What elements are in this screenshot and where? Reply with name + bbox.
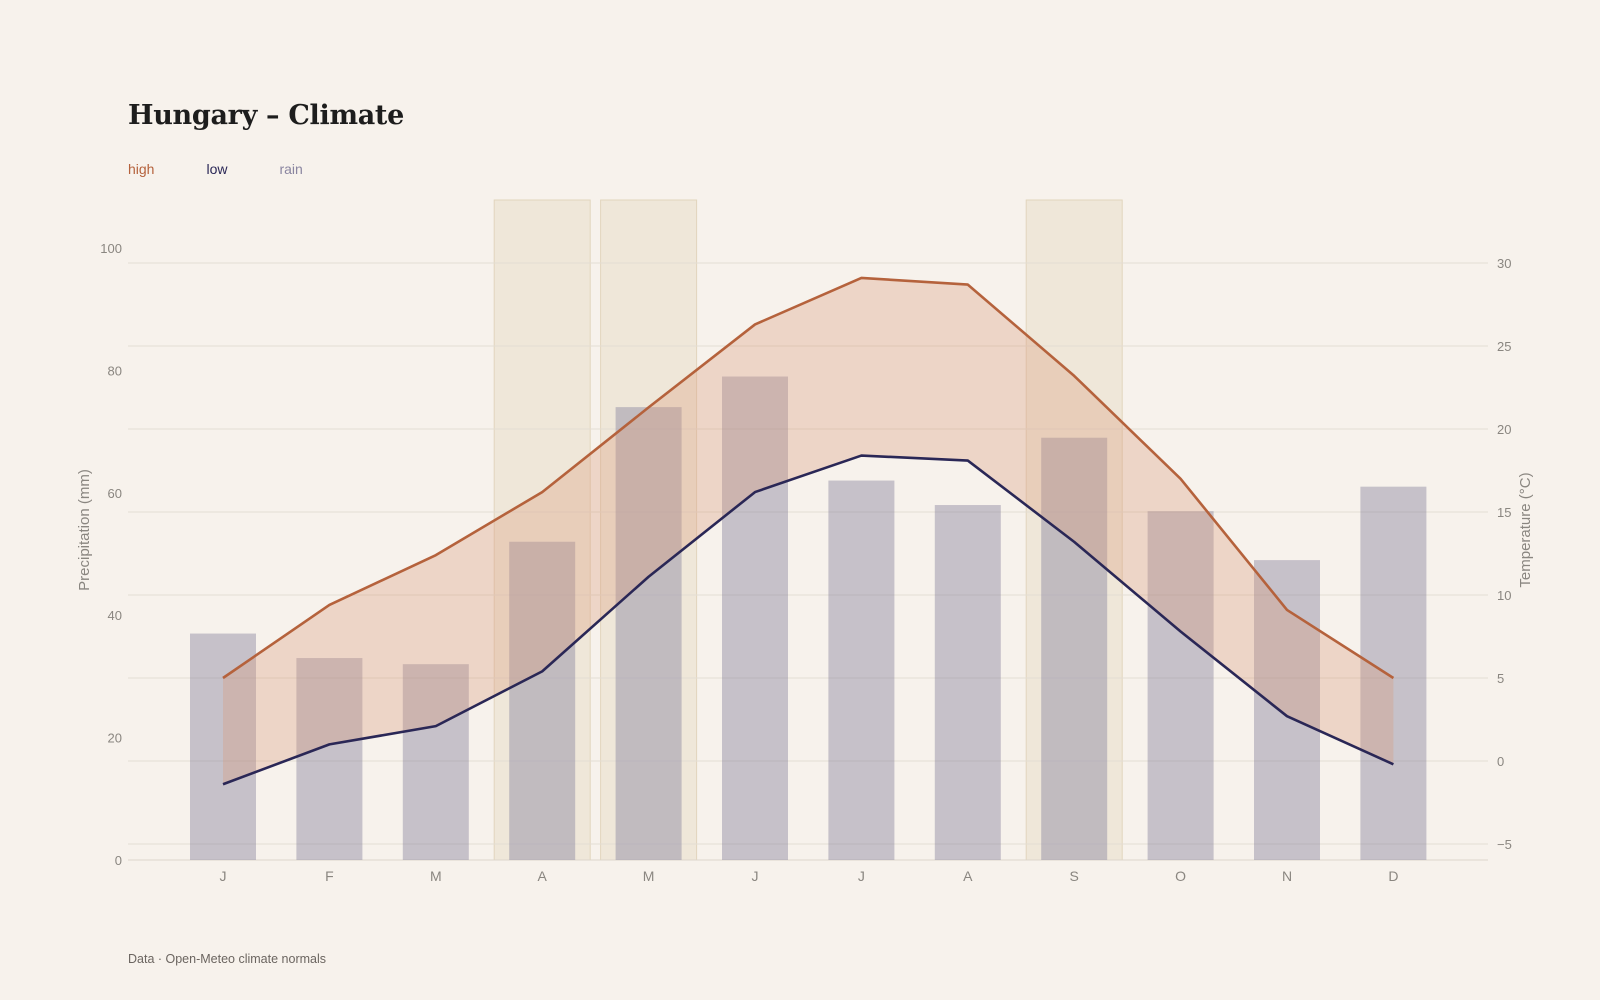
rain-bar-0 [190,633,256,860]
highlight-bands [493,199,1123,861]
rain-bar-8 [1041,437,1108,860]
data-source-note: Data · Open-Meteo climate normals [128,952,326,966]
left-tick-label: 0 [115,853,122,868]
left-tick-label: 100 [100,241,122,256]
axis-titles: Precipitation (mm) Temperature (°C) [76,469,1534,591]
x-tick-label: J [752,868,759,884]
x-tick-label: S [1070,868,1079,884]
right-axis-title: Temperature (°C) [1517,472,1534,587]
rain-bar-2 [402,664,469,860]
right-tick-label: 0 [1497,754,1504,769]
rain-bar-4 [615,407,682,860]
x-tick-label: D [1388,868,1398,884]
low-line [222,454,1394,786]
rain-bar-3 [509,541,576,860]
right-axis-ticks: −5 0 5 10 15 20 25 30 [1497,256,1512,852]
rain-bars [190,376,1427,860]
temperature-band [223,277,1394,785]
chart-title: Hungary – Climate [128,100,404,131]
highlight-band-4 [600,199,698,861]
highlight-band-8 [1025,199,1123,861]
left-axis-ticks: 0 20 40 60 80 100 [100,241,122,868]
rain-bar-7 [934,505,1001,860]
right-tick-label: 10 [1497,588,1511,603]
highlight-band-3 [493,199,591,861]
right-tick-label: 20 [1497,422,1511,437]
right-tick-label: −5 [1497,837,1512,852]
left-tick-label: 40 [108,608,122,623]
right-tick-label: 5 [1497,671,1504,686]
rain-bar-1 [296,658,363,860]
rain-bar-5 [722,376,788,860]
temperature-lines [222,276,1395,786]
x-tick-label: M [643,868,655,884]
legend-item-low: low [206,161,228,177]
left-tick-label: 60 [108,486,122,501]
right-tick-label: 30 [1497,256,1511,271]
left-tick-label: 20 [108,731,122,746]
x-tick-label: A [963,868,973,884]
x-tick-label: J [858,868,865,884]
rain-bar-11 [1360,486,1427,860]
x-tick-label: M [430,868,442,884]
rain-bar-6 [828,480,895,860]
x-tick-label: F [325,868,334,884]
legend: high low rain [128,161,303,177]
gridlines [128,262,1488,861]
left-axis-title: Precipitation (mm) [76,469,93,591]
right-tick-label: 15 [1497,505,1511,520]
rain-bar-9 [1147,511,1214,860]
right-tick-label: 25 [1497,339,1511,354]
high-low-band [223,277,1394,785]
high-line [222,276,1395,680]
legend-item-rain: rain [279,161,303,177]
legend-item-high: high [128,161,155,177]
x-tick-label: A [538,868,548,884]
x-tick-label: N [1282,868,1292,884]
x-tick-label: J [220,868,227,884]
x-tick-label: O [1175,868,1186,884]
left-tick-label: 80 [108,363,122,378]
